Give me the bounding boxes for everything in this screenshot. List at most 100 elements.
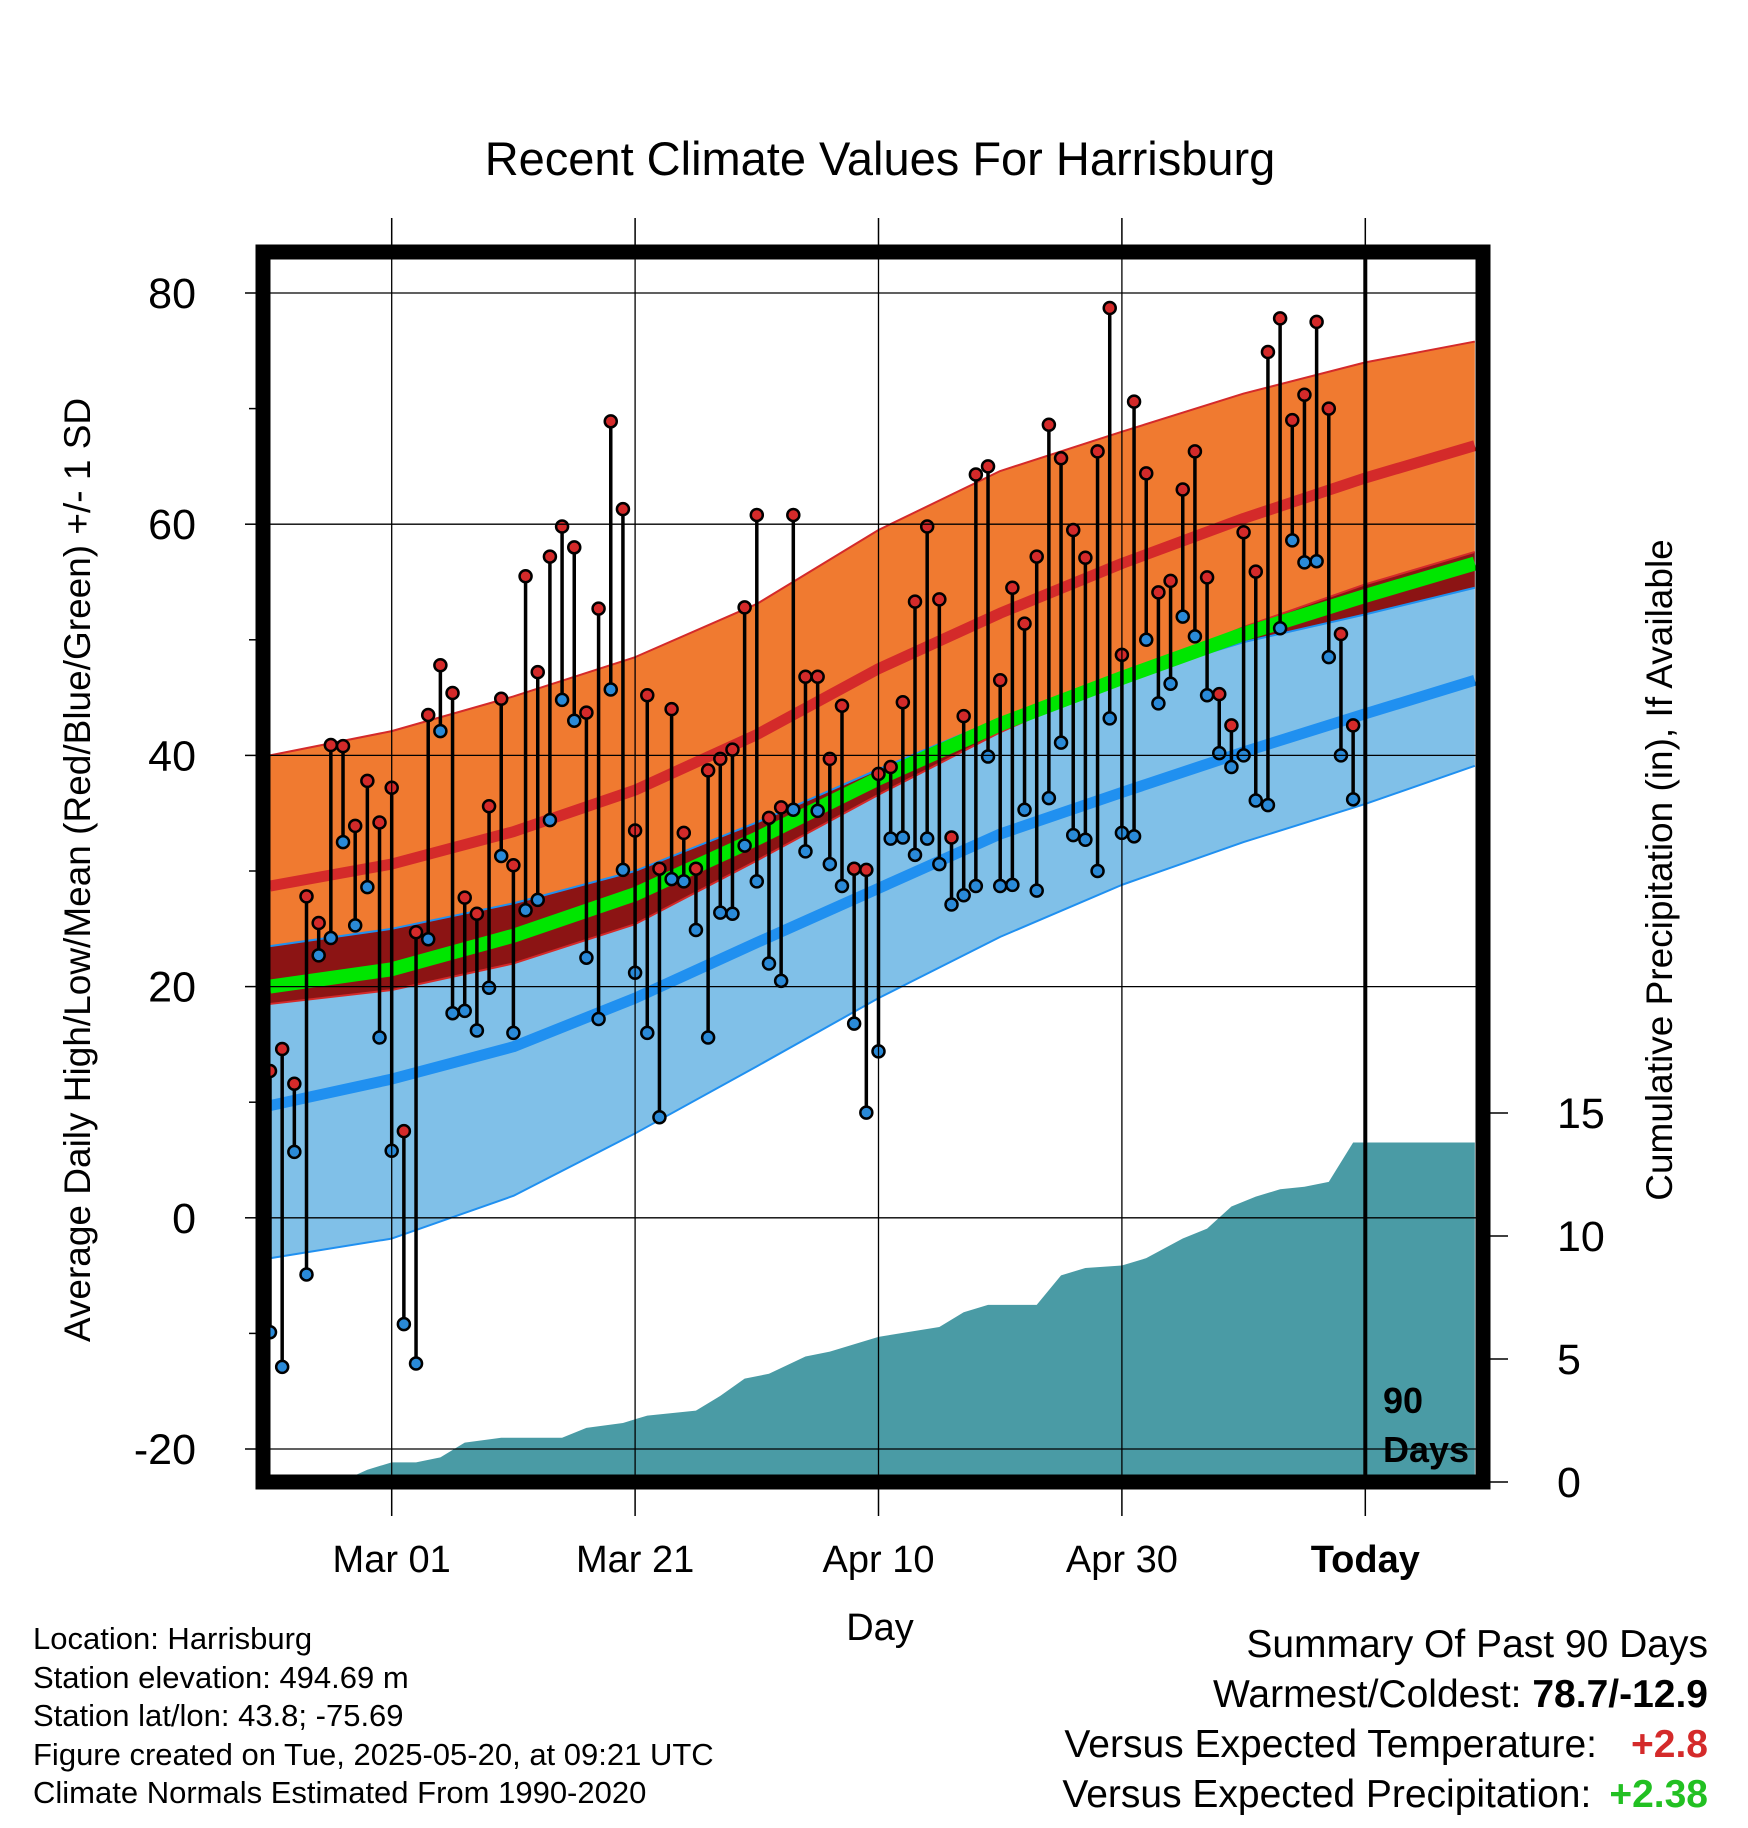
- high-point: [372, 815, 387, 830]
- x-tick-label: Apr 10: [823, 1539, 935, 1581]
- high-point: [956, 708, 971, 724]
- low-point: [579, 950, 594, 965]
- high-point: [518, 568, 533, 584]
- high-point: [1138, 466, 1154, 481]
- low-point: [664, 871, 679, 887]
- high-point: [1053, 451, 1069, 466]
- high-point: [457, 890, 472, 905]
- created-text: Figure created on Tue, 2025-05-20, at 09…: [33, 1736, 714, 1772]
- high-point: [1187, 444, 1203, 459]
- high-point: [822, 751, 838, 767]
- high-point: [311, 915, 326, 931]
- high-point: [713, 751, 728, 767]
- high-point: [481, 799, 497, 814]
- high-point: [287, 1076, 302, 1091]
- low-point: [554, 692, 570, 708]
- high-point: [652, 861, 667, 876]
- y-tick-label: 40: [148, 732, 196, 780]
- high-point: [786, 507, 801, 523]
- low-point: [676, 874, 692, 889]
- low-point: [457, 1003, 472, 1019]
- low-point: [542, 812, 558, 828]
- high-point: [1017, 616, 1032, 631]
- temp-label: Versus Expected Temperature:: [1064, 1723, 1597, 1766]
- low-point: [1078, 832, 1093, 848]
- high-point: [1199, 570, 1215, 585]
- low-point: [713, 905, 728, 920]
- low-point: [287, 1144, 302, 1160]
- high-point: [433, 657, 448, 673]
- x-tick-label: Today: [1311, 1539, 1420, 1581]
- low-point: [603, 682, 619, 697]
- low-point: [1138, 632, 1154, 648]
- high-point: [469, 906, 485, 922]
- low-point: [1345, 792, 1361, 807]
- location-text: Location: Harrisburg: [33, 1621, 313, 1656]
- precip-label: Versus Expected Precipitation:: [1062, 1773, 1592, 1816]
- high-point: [445, 685, 460, 701]
- low-point: [1090, 863, 1105, 879]
- high-point: [1297, 387, 1312, 402]
- latlon-text: Station lat/lon: 43.8; -75.69: [33, 1698, 404, 1733]
- low-point: [311, 948, 326, 963]
- x-tick-label: Mar 21: [576, 1539, 694, 1581]
- high-point: [932, 592, 947, 607]
- high-point: [420, 707, 436, 723]
- today-marker-label-2: Days: [1383, 1429, 1469, 1470]
- low-point: [396, 1316, 412, 1332]
- precip-area: [282, 1142, 1475, 1482]
- low-point: [749, 874, 765, 889]
- low-point: [919, 831, 935, 846]
- y2-tick-label: 10: [1557, 1213, 1605, 1261]
- high-point: [1236, 525, 1251, 540]
- low-point: [834, 878, 850, 894]
- high-point: [542, 549, 558, 564]
- low-point: [1102, 711, 1117, 726]
- low-point: [518, 903, 533, 918]
- low-point: [372, 1030, 387, 1045]
- low-point: [1199, 688, 1215, 703]
- y2-tick-label: 5: [1557, 1336, 1581, 1384]
- plot-area: [263, 300, 1477, 1482]
- high-point: [749, 507, 765, 523]
- high-point: [859, 862, 874, 878]
- low-point: [469, 1023, 485, 1038]
- low-point: [895, 830, 911, 845]
- low-point: [980, 749, 996, 764]
- high-point: [980, 459, 996, 474]
- high-point: [688, 861, 704, 876]
- x-tick-label: Mar 01: [333, 1539, 451, 1581]
- low-point: [652, 1109, 667, 1125]
- high-point: [530, 664, 545, 680]
- low-point: [786, 802, 801, 817]
- high-point: [968, 467, 984, 482]
- low-point: [944, 897, 959, 912]
- y2-axis-label: Cumulative Precipitation (in), If Availa…: [1639, 539, 1680, 1201]
- high-point: [408, 925, 424, 940]
- low-point: [1321, 649, 1337, 665]
- y-tick-label: 60: [148, 501, 196, 549]
- high-point: [907, 594, 923, 609]
- high-point: [1260, 344, 1276, 360]
- low-point: [1005, 877, 1020, 893]
- high-point: [335, 738, 351, 754]
- high-point: [1321, 401, 1337, 416]
- high-point: [1309, 314, 1324, 330]
- high-point: [1272, 311, 1288, 326]
- low-point: [323, 930, 339, 946]
- summary-warmest-row: Warmest/Coldest: 78.7/-12.9: [1062, 1670, 1708, 1720]
- low-point: [1272, 620, 1288, 636]
- low-point: [1285, 533, 1300, 548]
- high-point: [591, 601, 606, 616]
- high-point: [1090, 444, 1105, 459]
- x-axis-label: Day: [846, 1607, 914, 1649]
- low-point: [1065, 827, 1081, 843]
- low-point: [299, 1267, 314, 1282]
- low-point: [1029, 883, 1044, 898]
- low-point: [773, 973, 789, 989]
- high-point: [761, 810, 777, 826]
- low-point: [481, 980, 497, 996]
- low-point: [883, 831, 898, 846]
- low-point: [761, 956, 777, 971]
